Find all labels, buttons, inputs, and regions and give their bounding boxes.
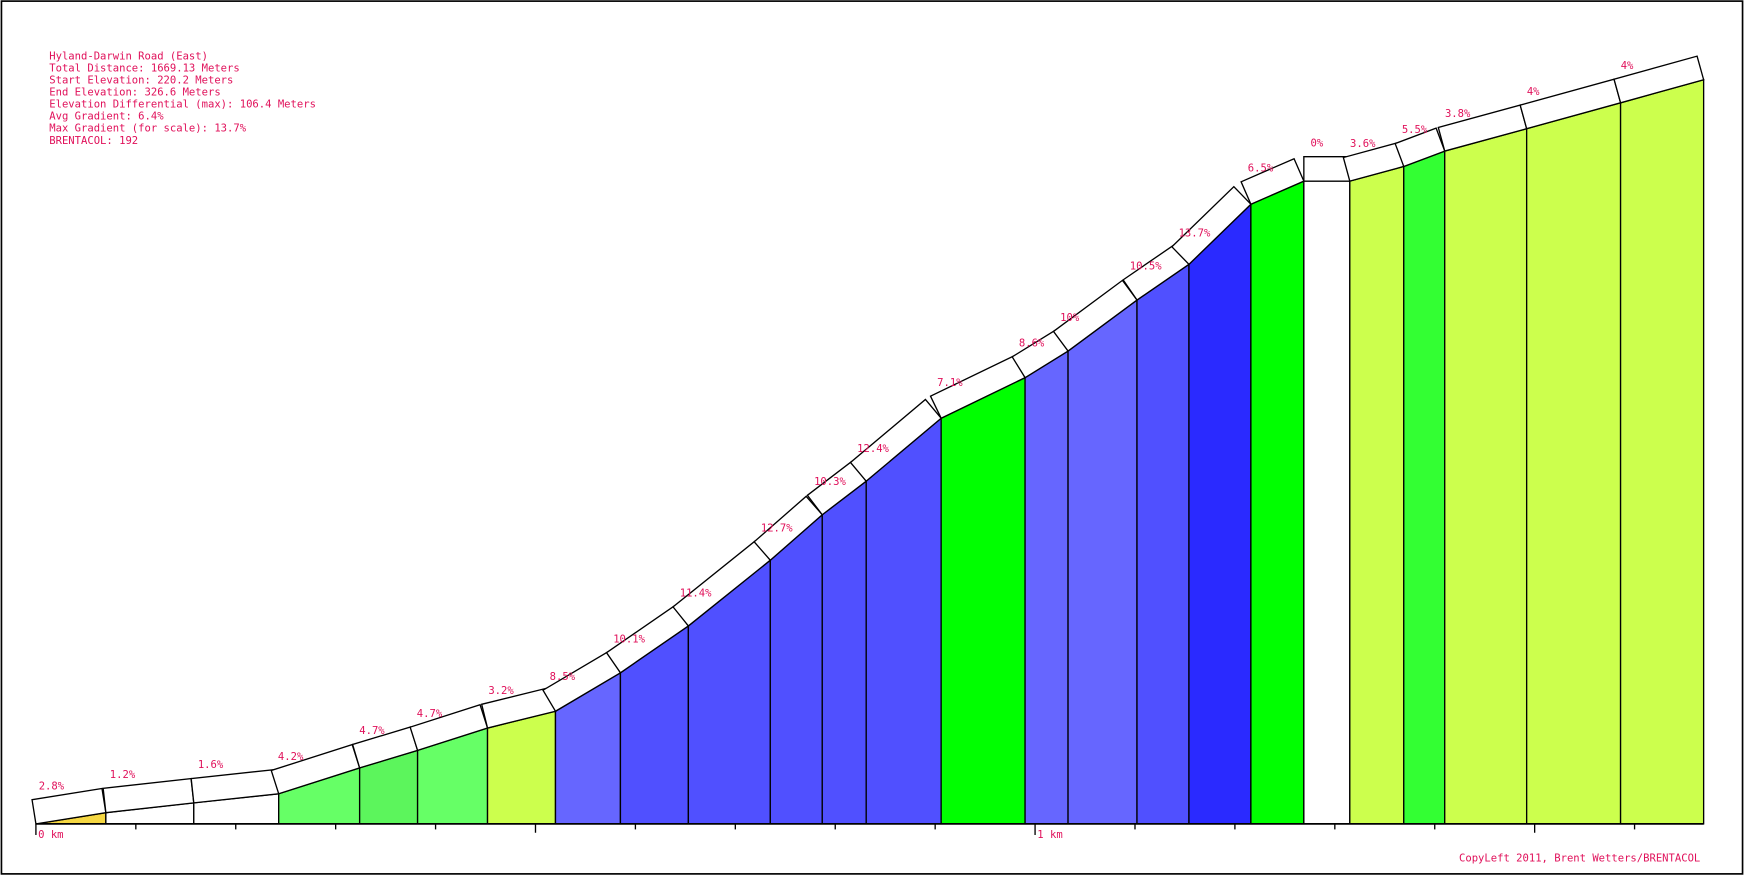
gradient-band: [1303, 156, 1351, 182]
gradient-band: [1394, 127, 1446, 168]
segment-fill: [1444, 127, 1528, 825]
info-line: End Elevation: 326.6 Meters: [49, 87, 220, 99]
gradient-label: 2.8%: [39, 780, 65, 792]
gradient-band: [1052, 279, 1138, 353]
gradient-band: [849, 398, 943, 483]
gradient-band: [31, 787, 107, 825]
gradient-label: 8.5%: [550, 671, 576, 683]
gradient-band: [1170, 185, 1252, 266]
gradient-label: 4.7%: [359, 725, 385, 737]
segment-fill: [821, 479, 867, 825]
gradient-band: [1613, 55, 1705, 104]
segment-fill: [1619, 78, 1705, 825]
segment-fill: [1067, 298, 1138, 825]
gradient-label: 0%: [1311, 137, 1324, 149]
segment-fill: [865, 416, 942, 825]
info-line: Start Elevation: 220.2 Meters: [49, 75, 233, 87]
gradient-label: 4.7%: [417, 708, 443, 720]
chart-title: Hyland-Darwin Road (East): [49, 51, 208, 63]
gradient-label: 10.1%: [613, 633, 645, 645]
gradient-label: 3.8%: [1445, 108, 1471, 120]
info-line: BRENTACOL: 192: [49, 135, 138, 147]
gradient-label: 11.4%: [680, 588, 712, 600]
segment-fill: [1136, 263, 1190, 825]
info-line: Elevation Differential (max): 106.4 Mete…: [49, 99, 316, 111]
x-tick-label: 1 km: [1037, 829, 1062, 841]
gradient-label: 12.7%: [761, 522, 793, 534]
gradient-label: 3.2%: [488, 685, 514, 697]
gradient-label: 12.4%: [857, 443, 889, 455]
gradient-band: [1240, 157, 1305, 206]
segment-fill: [486, 710, 557, 825]
footer: CopyLeft 2011, Brent Wetters/BRENTACOL: [1459, 852, 1700, 864]
gradient-label: 6.5%: [1248, 162, 1274, 174]
gradient-label: 10.3%: [814, 476, 846, 488]
segment-fill: [1303, 180, 1351, 825]
segment-fill: [1250, 180, 1305, 825]
gradient-label: 8.6%: [1019, 338, 1045, 350]
gradient-label: 4%: [1527, 86, 1540, 98]
gradient-band: [753, 495, 824, 562]
segment-fill: [1403, 150, 1446, 825]
segment-fill: [940, 376, 1026, 825]
gradient-label: 4.2%: [278, 751, 304, 763]
gradient-label: 5.5%: [1402, 124, 1428, 136]
segment-fill: [1188, 202, 1252, 825]
segment-fill: [1024, 349, 1069, 825]
gradient-label: 10%: [1060, 312, 1080, 324]
gradient-label: 3.6%: [1350, 138, 1376, 150]
segment-fill: [1349, 165, 1405, 825]
segment-fill: [1525, 101, 1622, 825]
gradient-label: 10.5%: [1130, 261, 1162, 273]
info-line: Avg Gradient: 6.4%: [49, 111, 164, 123]
gradient-label: 7.1%: [937, 377, 963, 389]
gradient-label: 13.7%: [1179, 227, 1211, 239]
gradient-label: 4%: [1621, 60, 1634, 72]
segment-fill: [769, 513, 823, 825]
x-tick-label: 0 km: [38, 829, 63, 841]
info-line: Max Gradient (for scale): 13.7%: [49, 123, 246, 135]
gradient-label: 1.2%: [110, 769, 136, 781]
info-line: Total Distance: 1669.13 Meters: [49, 63, 240, 75]
gradient-label: 1.6%: [198, 759, 224, 771]
gradient-band: [409, 703, 489, 752]
